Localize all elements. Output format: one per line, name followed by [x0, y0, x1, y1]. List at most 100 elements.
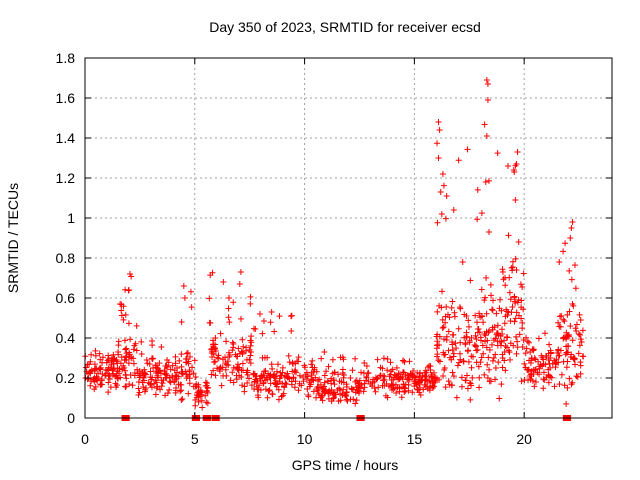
data-point — [532, 379, 539, 386]
data-point — [182, 359, 189, 366]
data-point — [223, 338, 230, 345]
data-point — [439, 171, 446, 177]
data-point — [464, 385, 471, 392]
data-point — [211, 359, 218, 366]
data-point — [542, 330, 549, 337]
data-point — [434, 219, 441, 226]
data-point — [267, 374, 274, 381]
data-point — [578, 339, 585, 346]
data-point — [268, 309, 275, 315]
data-point — [450, 207, 457, 214]
data-point — [207, 320, 214, 327]
data-point — [435, 119, 442, 125]
data-point — [183, 350, 190, 357]
data-point — [570, 355, 577, 362]
data-point — [484, 81, 491, 87]
data-point — [445, 378, 452, 385]
data-point — [521, 377, 528, 384]
data-point — [524, 338, 531, 345]
data-point — [571, 262, 578, 269]
data-point — [96, 350, 103, 357]
data-point — [276, 313, 283, 320]
data-point — [523, 345, 530, 352]
data-point — [330, 391, 337, 398]
data-point — [490, 354, 497, 361]
data-point — [409, 373, 416, 380]
data-point — [97, 366, 104, 373]
data-point — [106, 375, 113, 382]
data-point — [365, 378, 372, 385]
data-point — [569, 379, 576, 386]
data-point — [483, 133, 490, 139]
data-point — [237, 315, 244, 322]
data-point — [157, 386, 164, 393]
data-point — [562, 240, 569, 247]
data-point — [321, 372, 328, 379]
data-point — [558, 371, 565, 378]
data-point — [556, 313, 563, 320]
data-point — [261, 368, 268, 375]
data-point — [204, 400, 211, 407]
data-point — [502, 274, 509, 281]
data-point — [474, 216, 481, 223]
data-point — [185, 390, 192, 397]
data-point — [320, 388, 327, 395]
data-point — [102, 367, 109, 374]
data-point — [131, 342, 138, 349]
data-point — [484, 97, 491, 103]
data-point — [135, 370, 142, 377]
y-tick-label: 0.2 — [56, 370, 76, 386]
data-point — [234, 353, 241, 360]
data-point — [187, 353, 193, 360]
data-point — [331, 389, 338, 396]
data-point — [568, 351, 575, 358]
data-point — [410, 368, 417, 375]
data-point — [515, 296, 522, 303]
data-point — [499, 269, 506, 276]
data-point — [267, 319, 274, 326]
data-point — [208, 349, 215, 356]
data-point — [116, 365, 123, 372]
data-point — [300, 374, 307, 381]
data-point — [399, 373, 406, 380]
data-point — [572, 361, 579, 368]
data-point — [361, 359, 368, 366]
data-point — [459, 259, 466, 265]
data-point — [115, 342, 122, 349]
data-point — [199, 404, 206, 411]
data-point — [248, 333, 255, 340]
data-point — [579, 353, 586, 360]
data-point — [515, 239, 522, 245]
data-point — [532, 366, 539, 373]
data-point — [352, 355, 359, 362]
data-point — [465, 347, 472, 354]
data-point — [451, 313, 458, 320]
data-point — [103, 359, 110, 366]
data-point — [289, 368, 296, 375]
data-point — [526, 339, 533, 346]
data-point — [397, 374, 404, 381]
data-point — [500, 276, 507, 283]
data-point — [125, 320, 132, 327]
x-tick-label: 0 — [81, 431, 89, 447]
data-point — [190, 370, 197, 377]
data-point — [292, 367, 299, 374]
plot-frame — [84, 57, 613, 419]
data-point — [284, 374, 291, 381]
y-tick-label: 0.4 — [56, 330, 76, 346]
data-point — [440, 324, 447, 331]
data-point — [105, 352, 112, 359]
data-point — [238, 373, 245, 380]
data-point — [350, 396, 357, 403]
data-point — [356, 377, 363, 384]
data-point — [474, 186, 481, 193]
data-point — [567, 235, 574, 241]
data-point — [563, 334, 570, 341]
data-point — [388, 382, 395, 389]
data-point — [97, 356, 104, 363]
data-point — [492, 365, 499, 372]
data-point — [256, 311, 263, 318]
data-point — [350, 386, 357, 393]
data-point — [474, 319, 481, 326]
data-point — [532, 356, 539, 363]
